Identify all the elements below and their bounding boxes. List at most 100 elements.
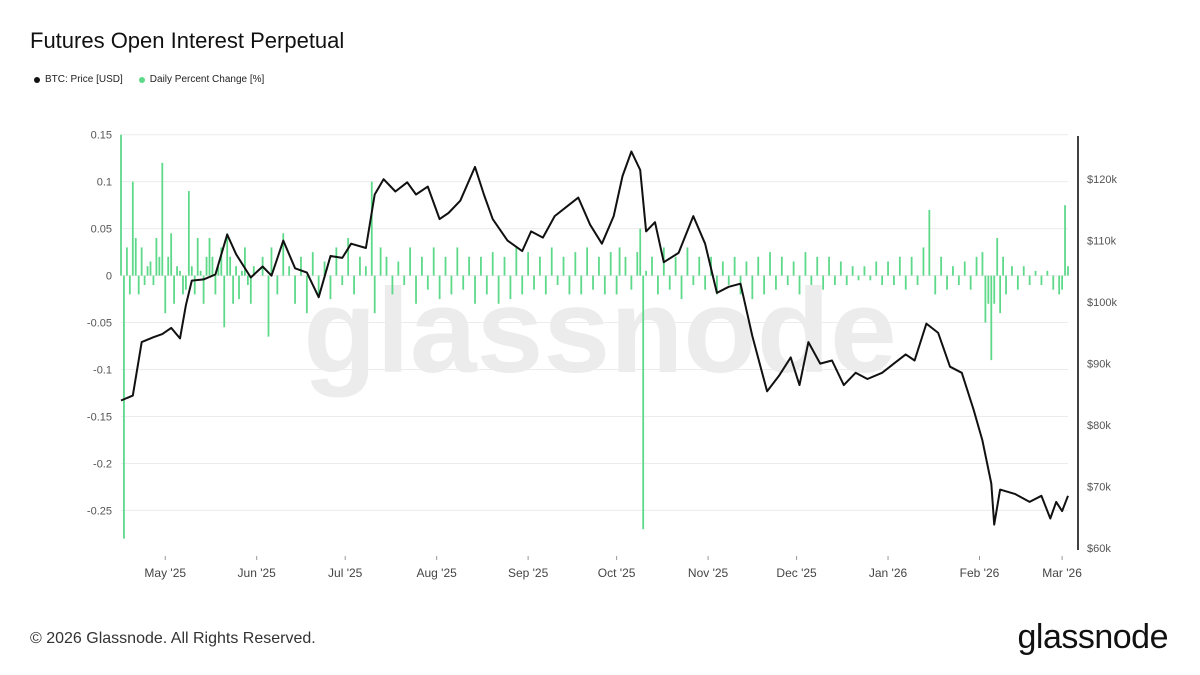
oi-change-bar: [373, 275, 376, 314]
oi-change-bar: [485, 275, 488, 295]
oi-change-bar: [993, 275, 996, 304]
oi-change-bar: [456, 247, 459, 276]
oi-change-bar: [335, 247, 338, 276]
oi-change-bar: [158, 256, 161, 276]
oi-change-bar: [226, 233, 229, 276]
oi-change-bar: [786, 275, 789, 285]
oi-change-bar: [574, 252, 577, 276]
oi-change-bar: [804, 252, 807, 276]
right-tick-label: $60k: [1087, 543, 1111, 555]
oi-change-bar: [668, 275, 671, 290]
oi-change-bar: [223, 275, 226, 328]
oi-change-bar: [123, 275, 125, 539]
oi-change-bar: [155, 238, 158, 276]
oi-change-bar: [137, 275, 140, 295]
oi-change-bar: [211, 256, 214, 276]
oi-change-bar: [839, 261, 842, 276]
oi-change-bar: [946, 275, 948, 290]
x-tick-label: May '25: [144, 566, 186, 580]
oi-change-bar: [170, 233, 173, 276]
oi-change-bar: [152, 275, 155, 285]
x-tick-label: Nov '25: [688, 566, 729, 580]
legend: BTC: Price [USD] Daily Percent Change [%…: [34, 74, 264, 85]
oi-change-bar: [391, 275, 394, 295]
oi-change-bar: [680, 275, 683, 300]
oi-change-bar: [421, 256, 423, 276]
btc-price-line: [120, 150, 1069, 526]
oi-change-bar: [140, 247, 143, 276]
oi-change-bar: [751, 275, 754, 300]
oi-change-bar: [196, 238, 199, 276]
left-tick-label: 0.15: [91, 130, 112, 142]
oi-change-bar: [252, 266, 255, 276]
oi-change-bar: [294, 275, 296, 304]
oi-change-bar: [645, 270, 648, 276]
left-tick-label: -0.25: [87, 505, 112, 517]
oi-change-bar: [727, 275, 730, 285]
oi-change-bar: [798, 275, 801, 295]
x-tick-label: Jan '26: [869, 566, 908, 580]
oi-change-bar: [1016, 275, 1019, 290]
oi-change-bar: [863, 266, 866, 276]
oi-change-bar: [120, 134, 122, 276]
oi-change-bar: [329, 275, 332, 300]
oi-change-bar: [990, 275, 993, 361]
oi-change-bar: [686, 247, 689, 276]
oi-change-bar: [975, 256, 978, 276]
x-tick-label: Jun '25: [238, 566, 277, 580]
oi-change-bar: [288, 266, 291, 276]
oi-change-bar: [146, 266, 149, 276]
oi-change-bar: [1064, 205, 1066, 276]
watermark: glassnode: [303, 264, 897, 398]
oi-change-bar: [270, 247, 273, 276]
right-tick-label: $70k: [1087, 482, 1111, 494]
oi-change-bar: [984, 275, 987, 323]
oi-change-bar: [385, 256, 388, 276]
oi-change-bar: [721, 261, 724, 276]
oi-change-bar: [323, 261, 326, 276]
oi-change-bar: [246, 275, 249, 285]
oi-change-bar: [999, 275, 1002, 314]
legend-item-price[interactable]: BTC: Price [USD]: [34, 74, 123, 85]
oi-change-bar: [618, 247, 621, 276]
grid: [121, 134, 1068, 511]
oi-change-bar: [353, 275, 355, 295]
oi-change-bar: [311, 252, 314, 276]
oi-change-bar: [963, 261, 966, 276]
oi-change-bar: [904, 275, 907, 290]
oi-change-bar: [497, 275, 500, 304]
oi-change-bar: [822, 275, 825, 290]
oi-change-bar: [875, 261, 878, 276]
oi-change-bar: [1022, 266, 1025, 276]
oi-change-bar: [462, 275, 465, 290]
oi-change-bar: [828, 256, 830, 276]
oi-change-bar: [238, 275, 240, 300]
left-tick-label: -0.1: [93, 365, 112, 377]
x-tick-label: Mar '26: [1042, 566, 1082, 580]
left-tick-label: 0: [106, 271, 112, 283]
oi-change-bar: [126, 247, 128, 276]
bar-series: [120, 134, 1069, 539]
oi-change-bar: [128, 275, 131, 295]
legend-label-oi-change: Daily Percent Change [%]: [149, 74, 265, 85]
oi-change-bar: [775, 275, 777, 290]
x-tick-label: Feb '26: [960, 566, 1000, 580]
oi-change-bar: [928, 209, 931, 276]
oi-change-bar: [176, 266, 178, 276]
oi-change-bar: [893, 275, 895, 285]
oi-change-bar: [202, 275, 205, 304]
oi-change-bar: [603, 275, 606, 295]
glassnode-logo: glassnode: [1017, 618, 1168, 656]
oi-change-bar: [642, 275, 645, 530]
chart[interactable]: glassnode 0.15 0.1 0.05 0 -0.05 -0.1 -0.15 -0.2…: [0, 0, 1200, 600]
oi-change-bar: [1005, 275, 1007, 295]
oi-change-bar: [305, 275, 308, 314]
oi-change-bar: [185, 275, 187, 290]
oi-change-bar: [193, 275, 196, 295]
oi-change-bar: [981, 252, 984, 276]
legend-item-oi-change[interactable]: Daily Percent Change [%]: [138, 74, 265, 85]
oi-change-bar: [179, 270, 181, 276]
oi-change-bar: [232, 275, 235, 304]
oi-change-bar: [792, 261, 795, 276]
oi-change-bar: [704, 275, 707, 290]
